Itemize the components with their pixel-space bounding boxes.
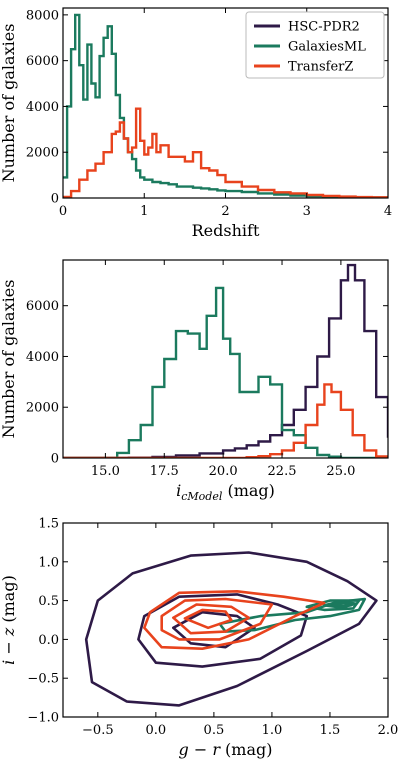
p0-xtick-label: 4	[384, 204, 392, 219]
p2-ytick-label: −1.0	[27, 711, 59, 726]
p1-ytick-label: 2000	[26, 401, 59, 416]
p2-xtick-label: 0.5	[204, 723, 225, 738]
p1-xlabel-main: i	[176, 481, 181, 500]
p2-ylabel-unit: (mag)	[0, 575, 18, 628]
p2-contour-hsc-pdr2-1	[137, 593, 309, 668]
p2-xlabel: g − r (mag)	[178, 740, 272, 759]
panel-magnitude: 15.0 17.5 20.0 22.5 25.0 0 2000 4000 6000 icMode…	[0, 259, 389, 503]
p1-xtick-label: 17.5	[150, 464, 179, 479]
p2-contour-galaxiesml-2	[322, 600, 357, 609]
p2-ylabel: i − z (mag)	[0, 575, 18, 665]
p2-xtick-label: 2.0	[378, 723, 399, 738]
p2-ylabel-a: i	[0, 660, 18, 665]
p0-series-transferz	[63, 107, 388, 198]
p1-xtick-label: 22.5	[268, 464, 297, 479]
p2-xtick-label: 1.0	[262, 723, 283, 738]
p2-ytick-label: 0.5	[38, 594, 59, 609]
p1-xtick-label: 15.0	[91, 464, 120, 479]
p2-contour-transferz-1	[160, 597, 274, 641]
p0-ytick-label: 8000	[26, 8, 59, 23]
p1-ytick-label: 6000	[26, 299, 59, 314]
p0-xtick-label: 1	[140, 204, 148, 219]
p2-contour-hsc-pdr2-0	[84, 551, 378, 707]
p0-xlabel: Redshift	[192, 221, 260, 240]
p2-contour-galaxiesml-3	[330, 601, 353, 608]
legend-label-transferz: TransferZ	[288, 60, 353, 75]
p0-ytick-label: 2000	[26, 146, 59, 161]
p0-ticks: 0 1 2 3 4 0 2000 4000 6000 8000	[26, 8, 392, 219]
p2-axes-frame	[62, 522, 389, 718]
p1-series-group	[63, 263, 388, 458]
p2-ytick-label: 0.0	[38, 633, 59, 648]
p0-ytick-label: 0	[51, 192, 59, 207]
p2-contour-transferz-0	[143, 589, 326, 651]
p0-ytick-label: 6000	[26, 54, 59, 69]
legend-box	[245, 11, 385, 79]
p1-ytick-label: 4000	[26, 350, 59, 365]
p2-xlabel-b: r	[212, 740, 221, 759]
p0-xtick-label: 3	[303, 204, 311, 219]
legend-label-galaxiesml: GalaxiesML	[288, 40, 366, 55]
p1-axes-frame	[62, 259, 389, 459]
p1-xtick-label: 25.0	[326, 464, 355, 479]
p1-ytick-label: 0	[51, 452, 59, 467]
p2-ytick-label: 1.0	[38, 555, 59, 570]
p2-ytick-label: 1.5	[38, 517, 59, 532]
p2-contour-transferz-2	[172, 603, 250, 635]
p2-ticks: −0.5 0.0 0.5 1.0 1.5 2.0 −1.0 −0.5 0.0 0.5 1.0 1.5	[27, 517, 398, 739]
p0-ytick-label: 4000	[26, 100, 59, 115]
p2-xtick-label: 1.5	[320, 723, 341, 738]
p0-xtick-label: 0	[59, 204, 67, 219]
legend-label-hsc: HSC-PDR2	[288, 20, 360, 35]
p1-xtick-label: 20.0	[209, 464, 238, 479]
p0-xtick-label: 2	[221, 204, 229, 219]
p0-series-group	[63, 13, 388, 198]
panel-colors: −0.5 0.0 0.5 1.0 1.5 2.0−1.0−0.50.00.51.01.5 …	[0, 517, 398, 759]
p2-contour-hsc-pdr2-2	[172, 610, 256, 649]
p2-series-group	[84, 551, 378, 707]
p2-contour-transferz-3	[183, 608, 233, 630]
p1-series-transferz	[63, 383, 388, 458]
p1-series-galaxiesml	[63, 286, 388, 458]
p0-ylabel: Number of galaxies	[0, 24, 18, 183]
p1-series-hsc-pdr2	[63, 263, 388, 458]
p1-xlabel-sub: cModel	[181, 490, 223, 503]
legend: HSC-PDR2 GalaxiesML TransferZ	[245, 11, 385, 79]
panel-redshift: 0 1 2 3 4 0 2000 4000 6000 8000 Redshift Number o…	[0, 7, 392, 240]
p2-xtick-label: −0.5	[82, 723, 114, 738]
p1-ticks: 15.0 17.5 20.0 22.5 25.0 0 2000 4000 6000	[26, 260, 388, 479]
p1-ylabel: Number of galaxies	[0, 280, 18, 439]
p2-xlabel-unit: (mag)	[220, 740, 273, 759]
p1-xlabel-unit: (mag)	[222, 481, 275, 500]
p2-ylabel-b: z	[0, 627, 18, 637]
p2-xtick-label: 0.0	[146, 723, 167, 738]
p2-ytick-label: −0.5	[27, 672, 59, 687]
p1-xlabel: icModel (mag)	[176, 481, 275, 503]
p0-series-galaxiesml	[63, 13, 388, 198]
p2-xlabel-a: g	[178, 740, 188, 759]
